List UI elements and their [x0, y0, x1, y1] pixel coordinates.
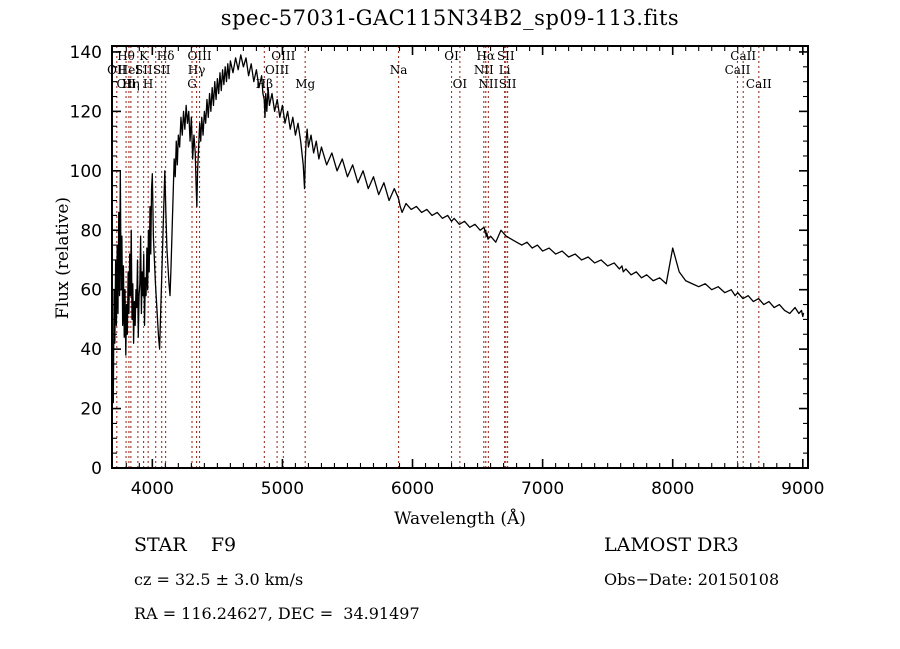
svg-text:140: 140	[70, 43, 102, 63]
spectral-line-label: Li	[499, 63, 511, 77]
spectral-line-label: SII	[153, 63, 171, 77]
svg-text:100: 100	[70, 162, 102, 182]
spectrum-trace	[112, 54, 805, 404]
x-axis-label: Wavelength (Å)	[394, 508, 526, 529]
spectral-line-label: NII	[478, 77, 498, 91]
spectral-line-label: Hθ	[117, 49, 135, 63]
spectral-line-label: Hδ	[157, 49, 175, 63]
object-type-text: STAR F9	[134, 534, 237, 556]
spectral-line-label: CaII	[725, 63, 751, 77]
spectral-line-labels: OIIHθOIIHeIHηKSIIHHδSIIOIIIHγGOIIIOIIIHβ…	[107, 49, 772, 91]
svg-text:5000: 5000	[261, 479, 304, 499]
spectral-line-label: OI	[453, 77, 468, 91]
svg-text:60: 60	[80, 281, 102, 301]
spectral-line-label: OII	[107, 63, 127, 77]
obs-date-text: Obs−Date: 20150108	[604, 570, 780, 589]
spectral-line-label: SII	[135, 63, 153, 77]
svg-text:0: 0	[91, 459, 102, 479]
svg-text:120: 120	[70, 102, 102, 122]
svg-text:40: 40	[80, 340, 102, 360]
y-axis-label: Flux (relative)	[53, 197, 73, 319]
x-axis-ticks: 4000 5000 6000 7000 8000 9000	[125, 46, 824, 499]
y-axis-ticks: 0 20 40 60 80 100 120 140	[70, 43, 808, 479]
svg-text:20: 20	[80, 400, 102, 420]
cz-text: cz = 32.5 ± 3.0 km/s	[134, 570, 304, 589]
coordinates-text: RA = 116.24627, DEC = 34.91497	[134, 604, 420, 623]
spectral-line-label: K	[139, 49, 149, 63]
spectral-line-label: OIII	[265, 63, 289, 77]
spectral-line-label: Hβ	[256, 77, 273, 91]
spectral-line-label: G	[187, 77, 197, 91]
spectral-line-label: NII	[474, 63, 494, 77]
spectral-line-label: OI	[444, 49, 459, 63]
page-title: spec-57031-GAC115N34B2_sp09-113.fits	[220, 6, 680, 30]
spectral-line-markers	[116, 46, 760, 468]
spectral-line-label: OIII	[271, 49, 295, 63]
spectral-line-label: HeI	[118, 63, 141, 77]
spectral-line-label: SII	[499, 77, 517, 91]
spectral-line-label: CaII	[730, 49, 756, 63]
spectral-line-label: CaII	[746, 77, 772, 91]
spectral-line-label: H	[143, 77, 153, 91]
svg-text:6000: 6000	[391, 479, 434, 499]
svg-text:4000: 4000	[131, 479, 174, 499]
spectral-line-label: Hη	[122, 77, 140, 91]
svg-text:80: 80	[80, 221, 102, 241]
spectral-line-label: Mg	[295, 77, 315, 91]
survey-text: LAMOST DR3	[604, 534, 739, 556]
spectral-line-label: Hγ	[188, 63, 206, 77]
spectral-line-label: Hα	[476, 49, 495, 63]
spectral-line-label: OIII	[188, 49, 212, 63]
svg-text:9000: 9000	[781, 479, 824, 499]
svg-text:7000: 7000	[521, 479, 564, 499]
spectral-line-label: OII	[117, 77, 137, 91]
svg-text:8000: 8000	[651, 479, 694, 499]
spectral-line-label: SII	[497, 49, 515, 63]
plot-frame	[111, 45, 809, 469]
spectral-line-label: Na	[390, 63, 408, 77]
